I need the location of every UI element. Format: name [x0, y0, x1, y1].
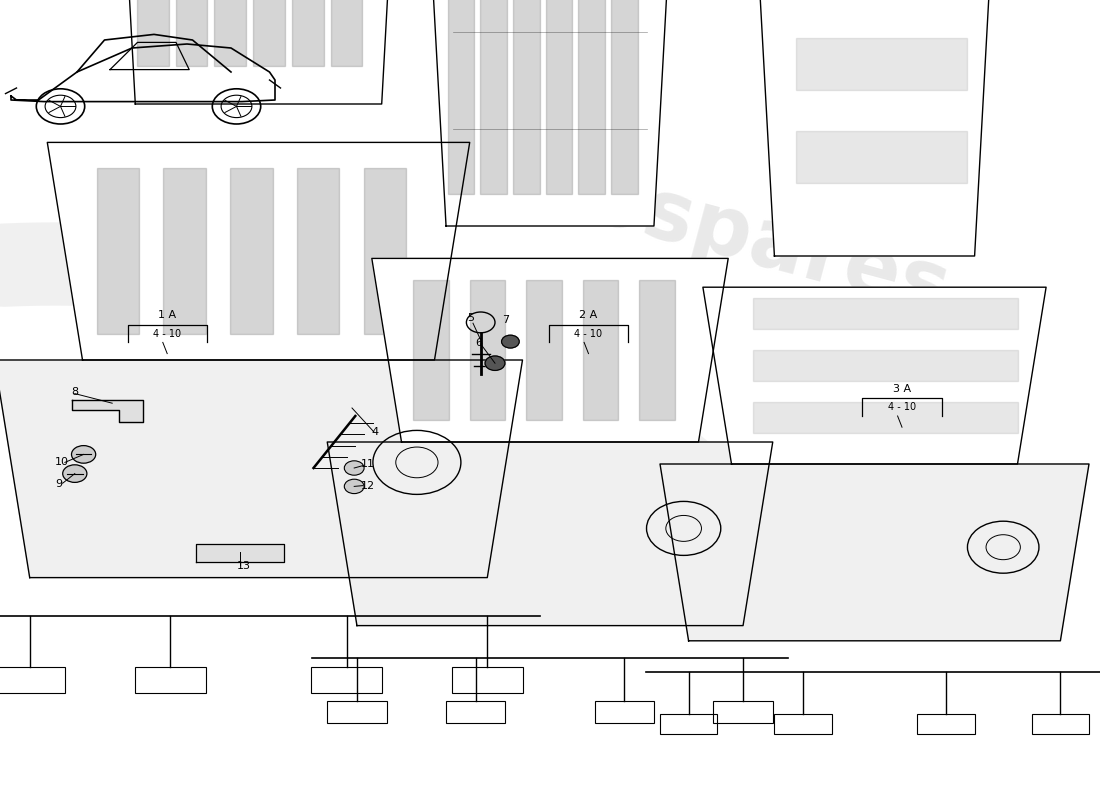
- Polygon shape: [752, 402, 1018, 433]
- Bar: [917, 714, 975, 734]
- Text: 5: 5: [468, 314, 474, 323]
- Polygon shape: [639, 280, 674, 421]
- Polygon shape: [196, 544, 284, 562]
- Text: 6: 6: [475, 338, 482, 348]
- Text: 2 A: 2 A: [580, 310, 597, 320]
- Bar: [0, 667, 65, 693]
- Text: 13: 13: [236, 562, 251, 571]
- Polygon shape: [481, 0, 507, 194]
- Text: a passion for parts since 1985: a passion for parts since 1985: [484, 422, 836, 538]
- Polygon shape: [372, 258, 728, 442]
- Polygon shape: [796, 131, 968, 183]
- Polygon shape: [230, 168, 273, 334]
- Polygon shape: [164, 168, 206, 334]
- Polygon shape: [752, 298, 1018, 329]
- Polygon shape: [0, 360, 522, 578]
- Bar: [1032, 714, 1089, 734]
- Polygon shape: [292, 0, 323, 66]
- Polygon shape: [414, 280, 449, 421]
- Polygon shape: [660, 464, 1089, 641]
- Text: 11: 11: [361, 459, 375, 469]
- Bar: [311, 667, 382, 693]
- Text: 3 A: 3 A: [893, 384, 911, 394]
- Circle shape: [344, 479, 364, 494]
- Bar: [452, 667, 522, 693]
- Polygon shape: [752, 350, 1018, 381]
- Polygon shape: [328, 442, 772, 626]
- Polygon shape: [546, 0, 572, 194]
- Circle shape: [344, 461, 364, 475]
- Bar: [328, 701, 387, 723]
- Bar: [714, 701, 773, 723]
- Circle shape: [485, 356, 505, 370]
- Polygon shape: [526, 280, 562, 421]
- Polygon shape: [72, 400, 143, 422]
- Bar: [774, 714, 832, 734]
- Polygon shape: [610, 0, 638, 194]
- Circle shape: [63, 465, 87, 482]
- Polygon shape: [97, 168, 139, 334]
- Text: eurospares: eurospares: [428, 117, 958, 331]
- Polygon shape: [431, 0, 669, 226]
- Polygon shape: [579, 0, 605, 194]
- Text: 8: 8: [72, 387, 78, 397]
- Polygon shape: [796, 38, 968, 90]
- Polygon shape: [118, 0, 399, 104]
- Text: 4: 4: [372, 427, 378, 437]
- Polygon shape: [448, 0, 474, 194]
- Text: 4 - 10: 4 - 10: [153, 329, 182, 338]
- Bar: [135, 667, 206, 693]
- Polygon shape: [176, 0, 208, 66]
- Polygon shape: [583, 280, 618, 421]
- Polygon shape: [47, 142, 470, 360]
- Circle shape: [72, 446, 96, 463]
- Polygon shape: [138, 0, 168, 66]
- Polygon shape: [297, 168, 340, 334]
- Text: 12: 12: [361, 481, 375, 490]
- Polygon shape: [513, 0, 540, 194]
- Polygon shape: [214, 0, 246, 66]
- Polygon shape: [470, 280, 505, 421]
- Polygon shape: [253, 0, 285, 66]
- Bar: [447, 701, 505, 723]
- Text: 10: 10: [55, 458, 69, 467]
- Bar: [594, 701, 653, 723]
- Text: 4 - 10: 4 - 10: [574, 329, 603, 338]
- Circle shape: [502, 335, 519, 348]
- Polygon shape: [703, 287, 1046, 464]
- Text: 1 A: 1 A: [158, 310, 176, 320]
- Bar: [660, 714, 717, 734]
- Text: 9: 9: [55, 479, 62, 489]
- Polygon shape: [760, 0, 989, 256]
- Text: 7: 7: [502, 315, 508, 325]
- Polygon shape: [364, 168, 406, 334]
- Polygon shape: [331, 0, 362, 66]
- Text: 4 - 10: 4 - 10: [888, 402, 916, 412]
